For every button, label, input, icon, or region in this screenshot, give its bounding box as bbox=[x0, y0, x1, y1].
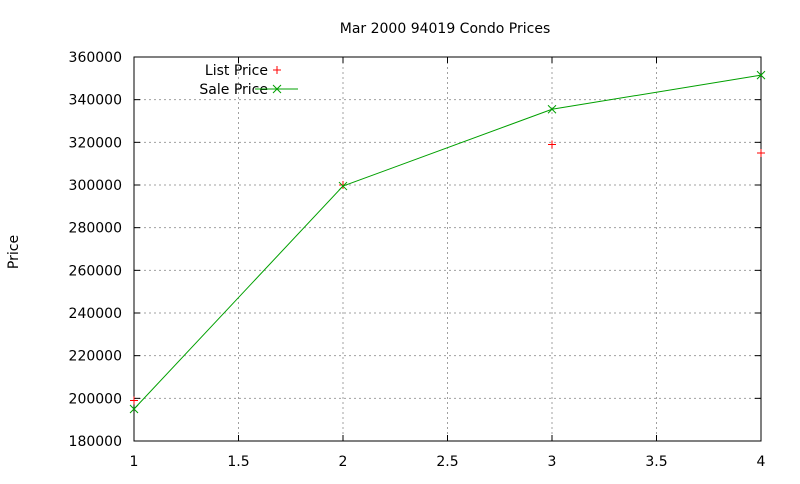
y-tick-label: 220000 bbox=[69, 349, 122, 365]
grid-layer bbox=[134, 57, 761, 441]
sale-price-point bbox=[338, 181, 348, 191]
list-price-point bbox=[130, 396, 138, 405]
chart-title: Mar 2000 94019 Condo Prices bbox=[340, 21, 551, 37]
series-layer bbox=[129, 70, 766, 414]
sale-price-point bbox=[129, 404, 139, 414]
x-tick-label: 3.5 bbox=[645, 454, 667, 470]
list-price-series bbox=[130, 140, 765, 405]
sale-price-line bbox=[133, 74, 762, 410]
y-tick-label: 300000 bbox=[69, 178, 122, 194]
x-tick-label: 4 bbox=[757, 454, 766, 470]
plot-border bbox=[133, 56, 762, 442]
y-tick-label: 200000 bbox=[69, 391, 122, 407]
legend-marker bbox=[273, 66, 281, 74]
list-price-point bbox=[757, 149, 765, 157]
x-tick-label: 2.5 bbox=[436, 454, 458, 470]
x-tick-label: 1.5 bbox=[227, 454, 249, 470]
x-tick-label: 3 bbox=[548, 454, 557, 470]
y-tick-label: 360000 bbox=[69, 50, 122, 66]
sale-price-point bbox=[756, 70, 766, 80]
y-tick-label: 260000 bbox=[69, 263, 122, 279]
sale-price-point bbox=[547, 104, 557, 114]
y-tick-label: 280000 bbox=[69, 221, 122, 237]
legend-marker bbox=[272, 84, 282, 94]
legend-label: Sale Price bbox=[199, 82, 268, 98]
sale-price-series bbox=[129, 70, 766, 414]
axis-layer: 1 1.5 2 2.5 3 3.5 4 180000 200000 220000 240000 260… bbox=[69, 50, 766, 470]
x-tick-label: 1 bbox=[130, 454, 139, 470]
y-tick-label: 180000 bbox=[69, 434, 122, 450]
y-tick-label: 340000 bbox=[69, 93, 122, 109]
list-price-point bbox=[548, 140, 556, 149]
legend: List Price Sale Price bbox=[199, 63, 298, 98]
legend-label: List Price bbox=[205, 63, 268, 79]
y-tick-label: 240000 bbox=[69, 306, 122, 322]
y-axis-label: Price bbox=[6, 235, 22, 269]
y-tick-label: 320000 bbox=[69, 135, 122, 151]
x-tick-label: 2 bbox=[339, 454, 348, 470]
